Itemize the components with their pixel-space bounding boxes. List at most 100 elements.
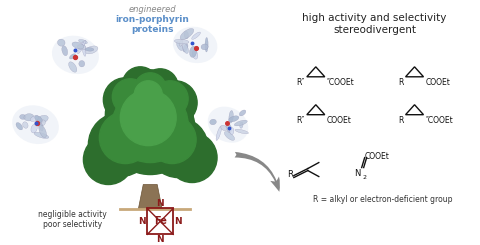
Text: iron-porphyrin: iron-porphyrin bbox=[115, 15, 189, 24]
Circle shape bbox=[103, 78, 147, 122]
Ellipse shape bbox=[240, 122, 243, 128]
Text: engineered: engineered bbox=[129, 5, 176, 14]
Circle shape bbox=[122, 67, 158, 103]
Text: stereodivergent: stereodivergent bbox=[333, 25, 416, 35]
Ellipse shape bbox=[228, 116, 239, 122]
Ellipse shape bbox=[85, 48, 94, 51]
Ellipse shape bbox=[192, 50, 198, 59]
Text: R: R bbox=[287, 170, 293, 179]
Ellipse shape bbox=[205, 37, 208, 52]
Ellipse shape bbox=[79, 61, 85, 67]
Ellipse shape bbox=[77, 45, 86, 50]
Polygon shape bbox=[138, 184, 162, 209]
Ellipse shape bbox=[192, 32, 201, 39]
Ellipse shape bbox=[190, 46, 197, 57]
Ellipse shape bbox=[230, 128, 234, 135]
Text: COOEt: COOEt bbox=[327, 116, 352, 125]
Ellipse shape bbox=[12, 105, 59, 144]
Ellipse shape bbox=[173, 27, 217, 63]
Ellipse shape bbox=[39, 120, 46, 126]
Ellipse shape bbox=[79, 39, 87, 44]
Circle shape bbox=[128, 78, 172, 122]
Ellipse shape bbox=[31, 124, 37, 133]
Circle shape bbox=[112, 79, 148, 115]
Circle shape bbox=[112, 87, 188, 163]
Ellipse shape bbox=[72, 42, 84, 49]
Circle shape bbox=[84, 135, 133, 184]
Text: COOEt: COOEt bbox=[365, 152, 390, 161]
Ellipse shape bbox=[39, 125, 47, 138]
Circle shape bbox=[142, 69, 178, 105]
Circle shape bbox=[148, 118, 208, 178]
Circle shape bbox=[148, 116, 196, 164]
Ellipse shape bbox=[85, 46, 98, 54]
Text: proteins: proteins bbox=[131, 25, 173, 34]
Text: R″: R″ bbox=[297, 116, 305, 125]
Ellipse shape bbox=[78, 40, 86, 54]
Text: R = alkyl or electron-deficient group: R = alkyl or electron-deficient group bbox=[313, 195, 452, 204]
Text: poor selectivity: poor selectivity bbox=[43, 220, 102, 229]
Ellipse shape bbox=[210, 119, 216, 125]
Circle shape bbox=[134, 81, 162, 109]
Circle shape bbox=[120, 90, 176, 146]
Circle shape bbox=[105, 85, 195, 174]
Text: N: N bbox=[156, 235, 164, 244]
Circle shape bbox=[128, 70, 172, 114]
Text: COOEt: COOEt bbox=[425, 78, 450, 87]
Text: high activity and selectivity: high activity and selectivity bbox=[302, 13, 447, 23]
Ellipse shape bbox=[179, 40, 183, 46]
Ellipse shape bbox=[221, 125, 227, 131]
Circle shape bbox=[152, 81, 188, 117]
Circle shape bbox=[122, 77, 178, 133]
Ellipse shape bbox=[69, 62, 77, 72]
Circle shape bbox=[138, 90, 182, 134]
Text: Fe: Fe bbox=[154, 216, 167, 226]
Text: R: R bbox=[398, 116, 404, 125]
Ellipse shape bbox=[16, 122, 23, 130]
Ellipse shape bbox=[235, 129, 249, 134]
Ellipse shape bbox=[23, 122, 28, 128]
Ellipse shape bbox=[226, 123, 232, 132]
Ellipse shape bbox=[183, 44, 188, 52]
Ellipse shape bbox=[38, 122, 43, 131]
Circle shape bbox=[137, 90, 193, 146]
Text: N: N bbox=[355, 169, 361, 178]
Ellipse shape bbox=[201, 44, 208, 50]
Ellipse shape bbox=[177, 42, 183, 51]
Ellipse shape bbox=[208, 107, 248, 143]
Circle shape bbox=[153, 81, 197, 125]
Ellipse shape bbox=[35, 116, 42, 122]
Circle shape bbox=[99, 112, 151, 164]
Circle shape bbox=[134, 73, 166, 105]
Text: R: R bbox=[398, 78, 404, 87]
FancyArrowPatch shape bbox=[235, 152, 280, 192]
Text: negligible activity: negligible activity bbox=[38, 210, 107, 219]
Ellipse shape bbox=[30, 116, 39, 122]
Ellipse shape bbox=[20, 114, 26, 119]
Text: ″COOEt: ″COOEt bbox=[425, 116, 453, 125]
Text: N: N bbox=[174, 217, 182, 226]
Circle shape bbox=[167, 133, 217, 183]
Ellipse shape bbox=[240, 110, 246, 116]
Circle shape bbox=[105, 85, 165, 145]
Text: N: N bbox=[138, 217, 146, 226]
Circle shape bbox=[130, 87, 166, 123]
Ellipse shape bbox=[24, 114, 34, 121]
Ellipse shape bbox=[182, 43, 189, 53]
Text: ″COOEt: ″COOEt bbox=[327, 78, 355, 87]
Ellipse shape bbox=[234, 120, 247, 126]
Text: R″: R″ bbox=[297, 78, 305, 87]
Ellipse shape bbox=[62, 46, 68, 56]
Ellipse shape bbox=[34, 132, 49, 138]
Ellipse shape bbox=[216, 126, 222, 140]
Ellipse shape bbox=[224, 132, 235, 140]
Text: N: N bbox=[156, 199, 164, 208]
Circle shape bbox=[116, 86, 164, 134]
Ellipse shape bbox=[82, 42, 86, 56]
Ellipse shape bbox=[70, 54, 76, 59]
Ellipse shape bbox=[180, 28, 194, 39]
Text: 2: 2 bbox=[363, 175, 367, 180]
Ellipse shape bbox=[229, 110, 233, 123]
Ellipse shape bbox=[174, 39, 189, 44]
Ellipse shape bbox=[52, 36, 99, 74]
